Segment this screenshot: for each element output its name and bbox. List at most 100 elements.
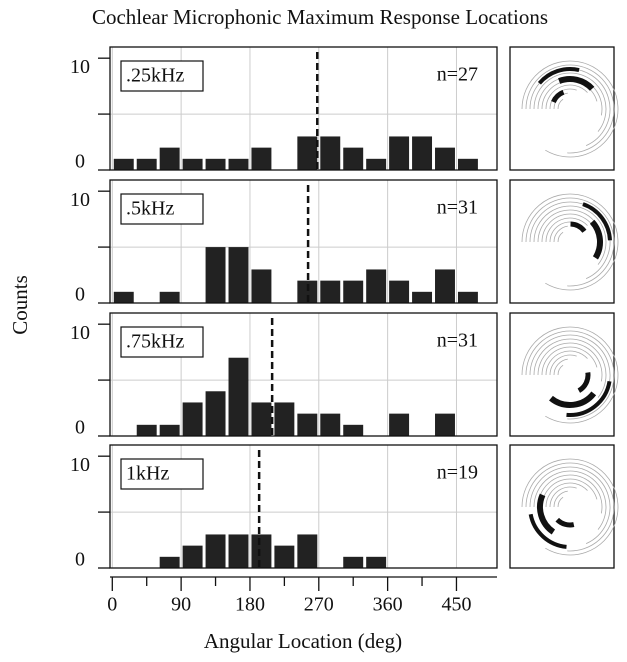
spiral-arc	[521, 193, 619, 291]
bar	[182, 402, 203, 436]
spiral-arc	[589, 219, 603, 260]
y-axis-label: Counts	[8, 275, 32, 335]
bar	[113, 291, 134, 303]
panel-frame	[109, 444, 498, 569]
bar	[205, 534, 226, 568]
bar	[136, 158, 157, 170]
panel-label: .5kHz	[126, 198, 174, 220]
spiral-arc	[558, 76, 595, 91]
bar	[343, 556, 364, 568]
spiral-arc	[545, 350, 588, 376]
y-tick-label: 0	[75, 549, 85, 571]
x-tick-label: 270	[304, 594, 334, 616]
spiral-arc	[570, 221, 587, 233]
x-tick-label: 180	[235, 594, 265, 616]
x-tick-label: 450	[441, 594, 471, 616]
spiral-arc	[537, 493, 556, 535]
spiral-arc	[549, 354, 577, 376]
bar	[159, 424, 180, 436]
spiral-arc	[553, 490, 568, 508]
y-tick-label: 10	[70, 189, 90, 211]
bar	[205, 247, 226, 303]
bar	[297, 413, 318, 436]
bar	[159, 291, 180, 303]
n-label: n=19	[437, 462, 478, 484]
x-tick-label: 0	[107, 594, 117, 616]
y-tick-label: 0	[75, 417, 85, 439]
label-box	[120, 326, 204, 358]
bar	[412, 136, 433, 170]
bar	[251, 269, 272, 303]
spiral-arc	[551, 89, 565, 104]
spiral-arc	[553, 225, 568, 243]
bar	[435, 413, 455, 436]
label-box	[120, 60, 204, 92]
spiral-arc	[529, 466, 611, 544]
bar	[366, 556, 387, 568]
bar	[457, 291, 478, 303]
spiral-arc	[537, 474, 603, 514]
bar	[366, 158, 387, 170]
spiral-arc	[566, 380, 612, 417]
bar	[435, 269, 455, 303]
bar	[182, 545, 203, 568]
spiral-arc	[521, 326, 619, 424]
bar	[205, 391, 226, 436]
bar	[343, 147, 364, 170]
label-box	[120, 193, 204, 225]
spiral-arc	[557, 364, 564, 376]
y-tick-label: 10	[70, 56, 90, 78]
n-label: n=27	[437, 64, 478, 86]
bar	[412, 291, 433, 303]
bar	[343, 424, 364, 436]
bar	[457, 158, 478, 170]
bar	[228, 158, 249, 170]
spiral-arc	[533, 205, 607, 265]
bar	[343, 280, 364, 303]
spiral-arc	[537, 67, 580, 85]
bar	[159, 147, 180, 170]
spiral-arc	[545, 482, 588, 508]
x-tick-label: 90	[171, 594, 191, 616]
n-label: n=31	[437, 330, 478, 352]
panel-label: 1kHz	[126, 463, 169, 485]
bar	[297, 136, 318, 170]
bar	[320, 413, 341, 436]
spiral-arc	[521, 60, 619, 158]
spiral-arc	[555, 517, 575, 528]
panel-frame	[109, 312, 498, 437]
spiral-arc	[533, 338, 607, 398]
panel-label: .75kHz	[126, 331, 184, 353]
spiral-arc	[525, 462, 615, 552]
bar	[182, 158, 203, 170]
bar	[251, 402, 272, 436]
bar	[297, 280, 318, 303]
panel-frame	[109, 46, 498, 171]
bar	[389, 280, 410, 303]
y-tick-label: 0	[75, 284, 85, 306]
bar	[320, 280, 341, 303]
chart-title: Cochlear Microphonic Maximum Response Lo…	[92, 5, 548, 29]
spiral-arc	[529, 68, 611, 146]
spiral-arc	[521, 458, 619, 556]
spiral-arc	[528, 513, 567, 549]
x-tick-label: 360	[373, 594, 403, 616]
spiral-arc	[545, 84, 588, 110]
bar	[435, 147, 455, 170]
y-tick-label: 10	[70, 322, 90, 344]
bar	[205, 158, 226, 170]
y-tick-label: 0	[75, 151, 85, 173]
bar	[274, 402, 295, 436]
spiral-arc	[533, 470, 607, 530]
panel-label: .25kHz	[126, 65, 184, 87]
bar	[113, 158, 134, 170]
bar	[274, 545, 295, 568]
spiral-arc	[577, 372, 591, 393]
spiral-arc	[541, 346, 598, 376]
bar	[251, 534, 272, 568]
bar	[389, 413, 410, 436]
bar	[228, 534, 249, 568]
n-label: n=31	[437, 197, 478, 219]
spiral-arc	[553, 358, 568, 376]
